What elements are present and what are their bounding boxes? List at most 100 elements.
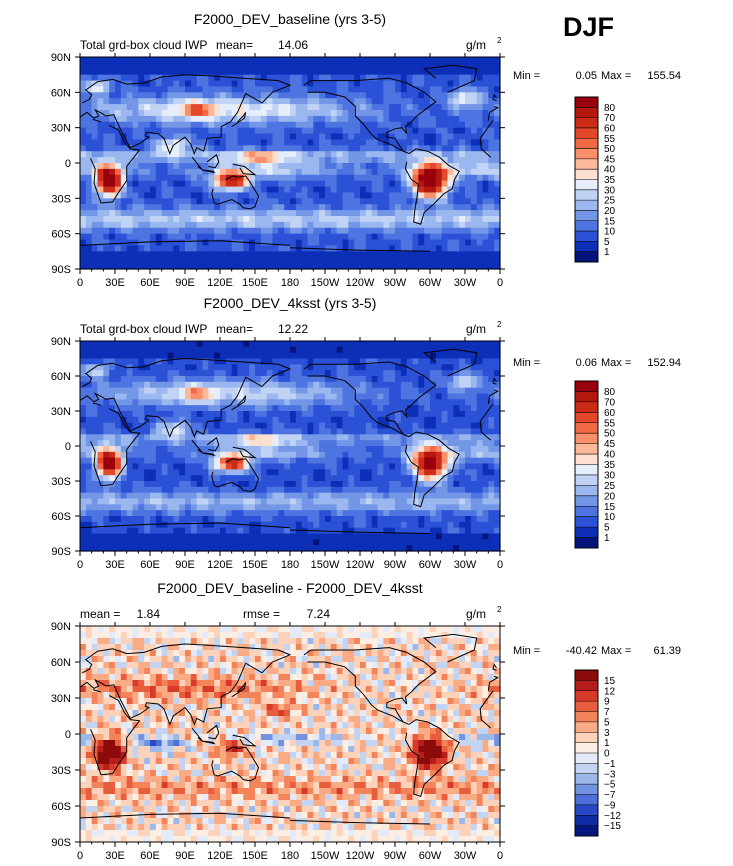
field-cell bbox=[167, 198, 174, 205]
field-cell bbox=[494, 151, 501, 158]
colorbar-swatch bbox=[575, 169, 598, 180]
field-cell bbox=[266, 446, 274, 453]
field-cell bbox=[470, 428, 478, 435]
field-cell bbox=[295, 440, 303, 447]
field-cell bbox=[190, 457, 198, 465]
field-cell bbox=[453, 446, 460, 453]
field-cell bbox=[179, 341, 186, 348]
field-cell bbox=[488, 428, 495, 435]
field-cell bbox=[260, 68, 268, 76]
field-cell bbox=[255, 57, 262, 64]
field-cell bbox=[348, 62, 355, 70]
field-cell bbox=[395, 80, 402, 88]
field-cell bbox=[418, 352, 425, 360]
colorbar-swatch bbox=[575, 158, 598, 170]
field-cell bbox=[173, 352, 180, 360]
field-cell bbox=[91, 157, 99, 164]
field-cell bbox=[220, 516, 227, 523]
field-cell bbox=[115, 157, 122, 164]
field-cell bbox=[476, 221, 484, 229]
field-cell bbox=[447, 121, 454, 129]
field-cell bbox=[161, 486, 169, 494]
field-cell bbox=[196, 221, 204, 229]
field-cell bbox=[220, 180, 227, 188]
field-cell bbox=[365, 139, 373, 146]
field-cell bbox=[354, 145, 361, 152]
field-cell bbox=[441, 399, 449, 406]
field-cell bbox=[377, 358, 384, 365]
field-cell bbox=[330, 216, 338, 223]
field-cell bbox=[371, 186, 379, 194]
field-cell bbox=[161, 174, 169, 182]
y-tick-label: 30N bbox=[51, 123, 71, 135]
field-cell bbox=[260, 463, 268, 470]
field-cell bbox=[185, 216, 192, 223]
field-cell bbox=[360, 192, 367, 199]
field-cell bbox=[424, 381, 431, 389]
field-cell bbox=[365, 163, 373, 170]
field-cell bbox=[196, 387, 204, 395]
field-cell bbox=[167, 168, 174, 176]
field-cell bbox=[389, 251, 396, 258]
field-cell bbox=[453, 463, 460, 470]
field-cell bbox=[150, 192, 157, 199]
field-cell bbox=[155, 92, 163, 99]
field-cell bbox=[202, 86, 209, 93]
field-cell bbox=[266, 127, 274, 135]
field-cell bbox=[278, 346, 285, 354]
field-cell bbox=[290, 481, 297, 488]
field-cell bbox=[488, 145, 495, 152]
field-cell bbox=[231, 104, 239, 111]
field-cell bbox=[155, 504, 163, 511]
field-cell bbox=[336, 127, 344, 135]
field-cell bbox=[214, 227, 221, 235]
field-cell bbox=[290, 204, 297, 211]
field-cell bbox=[348, 104, 355, 111]
field-cell bbox=[190, 364, 198, 371]
field-cell bbox=[395, 62, 402, 70]
field-cell bbox=[249, 121, 256, 129]
field-cell bbox=[167, 121, 174, 129]
field-cell bbox=[453, 434, 460, 441]
field-cell bbox=[377, 263, 384, 270]
field-cell bbox=[395, 416, 402, 424]
field-cell bbox=[150, 434, 157, 441]
field-cell bbox=[155, 481, 163, 488]
field-cell bbox=[476, 341, 484, 348]
field-cell bbox=[325, 504, 332, 511]
field-cell bbox=[255, 210, 262, 217]
field-cell bbox=[365, 504, 373, 511]
field-cell bbox=[453, 370, 460, 377]
field-cell bbox=[295, 115, 303, 123]
field-cell bbox=[150, 221, 157, 229]
field-cell bbox=[476, 393, 484, 400]
field-cell bbox=[325, 457, 332, 465]
field-cell bbox=[161, 376, 169, 383]
field-cell bbox=[103, 498, 110, 505]
field-cell bbox=[272, 163, 279, 170]
field-cell bbox=[330, 446, 338, 453]
field-cell bbox=[150, 451, 157, 459]
field-cell bbox=[185, 92, 192, 99]
field-cell bbox=[167, 57, 174, 64]
field-cell bbox=[342, 204, 349, 211]
field-cell bbox=[132, 210, 139, 217]
field-cell bbox=[360, 358, 367, 365]
field-cell bbox=[371, 192, 379, 199]
field-cell bbox=[179, 174, 186, 182]
field-cell bbox=[400, 186, 408, 194]
field-cell bbox=[336, 364, 344, 371]
field-cell bbox=[85, 358, 93, 365]
field-cell bbox=[167, 145, 174, 152]
field-cell bbox=[435, 86, 443, 93]
field-cell bbox=[161, 341, 169, 348]
field-cell bbox=[494, 133, 501, 141]
field-cell bbox=[295, 393, 303, 400]
field-cell bbox=[272, 198, 279, 205]
field-cell bbox=[348, 221, 355, 229]
field-cell bbox=[150, 92, 157, 99]
field-cell bbox=[208, 393, 215, 400]
field-cell bbox=[470, 475, 478, 482]
field-cell bbox=[80, 174, 87, 182]
field-cell bbox=[389, 257, 396, 264]
